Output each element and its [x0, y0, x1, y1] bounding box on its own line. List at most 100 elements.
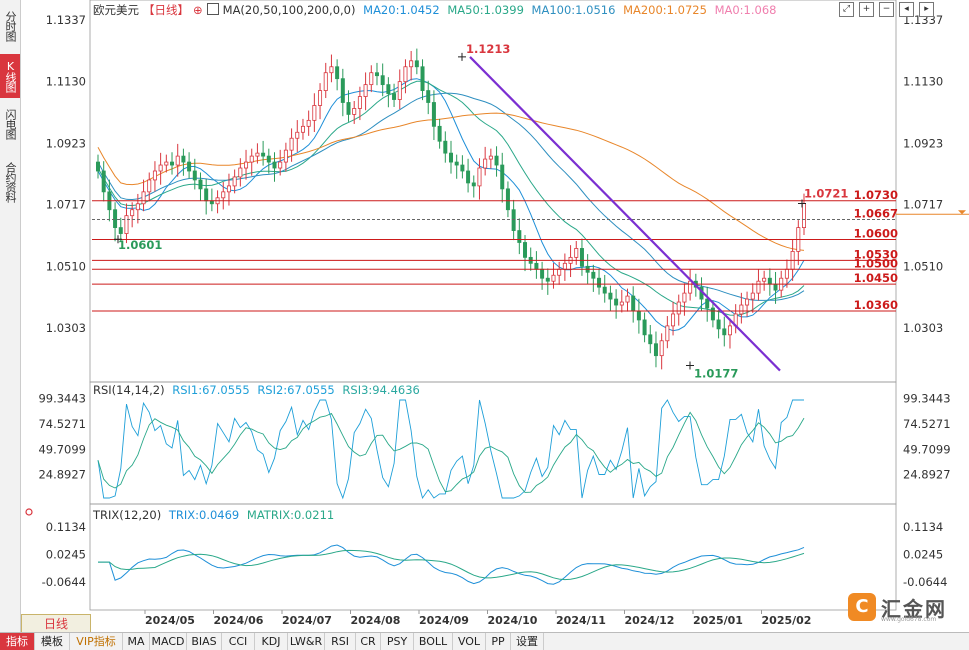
level-label: 1.0530 — [854, 247, 898, 261]
candle-body — [392, 93, 397, 100]
indicator-tab-1[interactable]: 模板 — [35, 633, 70, 650]
candle-body — [619, 301, 624, 306]
ma50-line — [97, 80, 805, 316]
candle-body — [745, 298, 750, 306]
candle-body — [272, 161, 277, 169]
y-tick-left: 1.0717 — [46, 198, 86, 212]
candle-body — [124, 215, 129, 234]
scroll-left-icon[interactable]: ◂ — [899, 2, 914, 17]
candle-body — [494, 155, 499, 166]
tab-kline-chart[interactable]: K线图 — [0, 54, 20, 98]
ma100-value: MA100:1.0516 — [531, 3, 616, 17]
rsi-y-tick-right: 74.5271 — [903, 417, 951, 431]
expand-icon[interactable]: ⤢ — [839, 2, 854, 17]
zoom-out-icon[interactable]: − — [879, 2, 894, 17]
candle-body — [523, 242, 528, 258]
rsi-lines: 99.3443 99.3443 74.5271 74.5271 49.7099 49.70… — [38, 392, 951, 500]
candle-body — [329, 66, 334, 74]
trix-y-tick-right: 0.1134 — [903, 520, 943, 534]
candle-body — [454, 161, 459, 166]
candle-body — [648, 334, 653, 345]
period-button[interactable]: 日线 — [21, 614, 91, 634]
candle-body — [551, 274, 556, 282]
brand-logo: C 汇金网 www.gold678.com — [848, 591, 958, 625]
tab-flash-chart[interactable]: 闪电图 — [4, 109, 17, 139]
tab-contract-info[interactable]: 合约资料 — [4, 162, 17, 202]
indicator-tab-5[interactable]: BIAS — [187, 633, 222, 650]
ma-params: MA(20,50,100,200,0,0) — [222, 3, 356, 17]
candle-body — [608, 292, 613, 300]
candle-body — [295, 131, 300, 139]
candle-body — [437, 125, 442, 142]
indicator-tab-13[interactable]: VOL — [453, 633, 486, 650]
candle-body — [192, 170, 197, 181]
indicator-tab-4[interactable]: MACD — [150, 633, 187, 650]
matrix-line — [98, 549, 805, 581]
candle-body — [505, 188, 510, 211]
scroll-right-icon[interactable]: ▸ — [919, 2, 934, 17]
indicator-tab-7[interactable]: KDJ — [255, 633, 288, 650]
price-header: 欧元美元 【日线】 ⊕ MA(20,50,100,200,0,0) MA20:1.04… — [93, 2, 780, 18]
candle-body — [739, 304, 744, 315]
candle-body — [665, 325, 670, 342]
indicator-tab-2[interactable]: VIP指标 — [70, 633, 123, 650]
candle-body — [357, 96, 362, 109]
indicator-tab-0[interactable]: 指标 — [0, 633, 35, 650]
candle-body — [147, 179, 152, 193]
level-label: 1.0450 — [854, 271, 898, 285]
trix-y-tick-left: -0.0644 — [42, 575, 86, 589]
candle-body — [591, 271, 596, 279]
candle-body — [762, 277, 767, 282]
candle-body — [113, 209, 118, 228]
candle-body — [130, 209, 135, 217]
candle-body — [716, 319, 721, 330]
candle-body — [403, 66, 408, 83]
trix-y-tick-left: 0.1134 — [46, 520, 86, 534]
candle-body — [466, 170, 471, 184]
candle-body — [374, 72, 379, 77]
trix-value: TRIX:0.0469 — [168, 508, 240, 522]
candle-body — [426, 90, 431, 103]
x-tick: 2024/07 — [282, 614, 332, 627]
indicator-tab-8[interactable]: LW&R — [288, 633, 325, 650]
tab-intraday-chart[interactable]: 分时图 — [4, 11, 17, 41]
rsi1-value: RSI1:67.0555 — [172, 383, 250, 397]
candle-body — [289, 137, 294, 151]
logo-badge-icon: C — [848, 593, 876, 621]
x-tick: 2024/05 — [145, 614, 195, 627]
indicator-tab-bar: 指标 模板 VIP指标 MA MACD BIAS CCI KDJ LW&R RSI CR PSY BOL… — [0, 632, 969, 650]
trix-y-tick-right: -0.0644 — [903, 575, 947, 589]
candle-body — [101, 170, 106, 193]
indicator-tab-9[interactable]: RSI — [325, 633, 356, 650]
zoom-in-icon[interactable]: + — [859, 2, 874, 17]
indicator-tab-6[interactable]: CCI — [222, 633, 255, 650]
candle-body — [710, 307, 715, 321]
rsi-y-tick-left: 74.5271 — [38, 417, 86, 431]
candle-body — [221, 191, 226, 199]
candle-body — [500, 164, 505, 190]
indicator-toggle-icon[interactable] — [206, 3, 219, 15]
y-tick-right: 1.0510 — [903, 259, 943, 273]
annotations: 1.1213 1.0601 1.0177 1.0721 — [114, 42, 848, 380]
rsi2-value: RSI2:67.0555 — [257, 383, 335, 397]
indicator-tab-12[interactable]: BOLL — [414, 633, 453, 650]
candle-body — [266, 155, 271, 163]
indicator-tab-3[interactable]: MA — [123, 633, 150, 650]
indicator-tab-11[interactable]: PSY — [381, 633, 414, 650]
add-indicator-icon[interactable]: ⊕ — [193, 3, 203, 17]
candle-body — [671, 313, 676, 327]
rsi3-value: RSI3:94.4636 — [342, 383, 420, 397]
ma200-value: MA200:1.0725 — [623, 3, 707, 17]
candle-body — [517, 230, 522, 243]
indicator-tab-14[interactable]: PP — [486, 633, 511, 650]
candle-body — [443, 140, 448, 154]
indicator-tab-10[interactable]: CR — [356, 633, 381, 650]
candle-body — [386, 84, 391, 94]
trix-y-tick-left: 0.0245 — [46, 548, 86, 562]
settings-gear-icon[interactable] — [25, 508, 33, 516]
indicator-tab-15[interactable]: 设置 — [511, 633, 544, 650]
candle-body — [96, 161, 101, 172]
candle-body — [802, 203, 807, 228]
annotation-marker — [686, 361, 694, 370]
